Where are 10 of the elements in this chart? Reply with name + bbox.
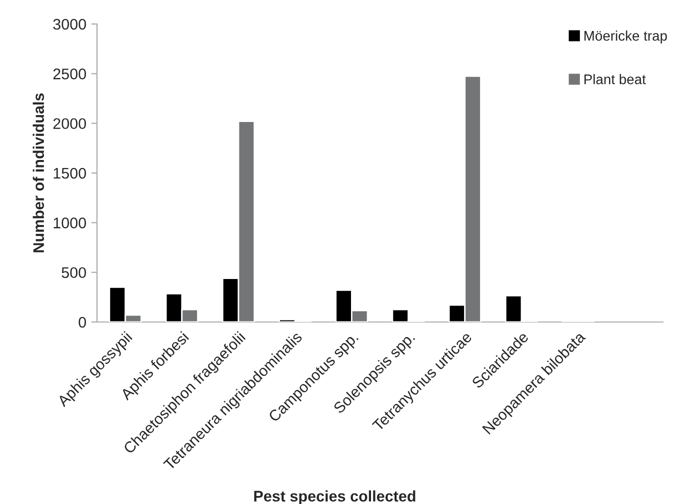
- y-tick-label: 0: [78, 316, 86, 328]
- y-tick-label: 1000: [54, 218, 86, 228]
- y-tick-label: 1500: [54, 168, 86, 179]
- y-axis-title: Number of individuals: [32, 93, 44, 252]
- legend-label: Plant beat: [584, 74, 646, 84]
- y-tick-label: 500: [62, 267, 86, 278]
- y-tick-label: 2000: [53, 118, 86, 130]
- y-tick-label: 3000: [53, 18, 86, 30]
- y-tick-label: 2500: [53, 68, 86, 80]
- legend-label: Möericke trap: [584, 30, 667, 44]
